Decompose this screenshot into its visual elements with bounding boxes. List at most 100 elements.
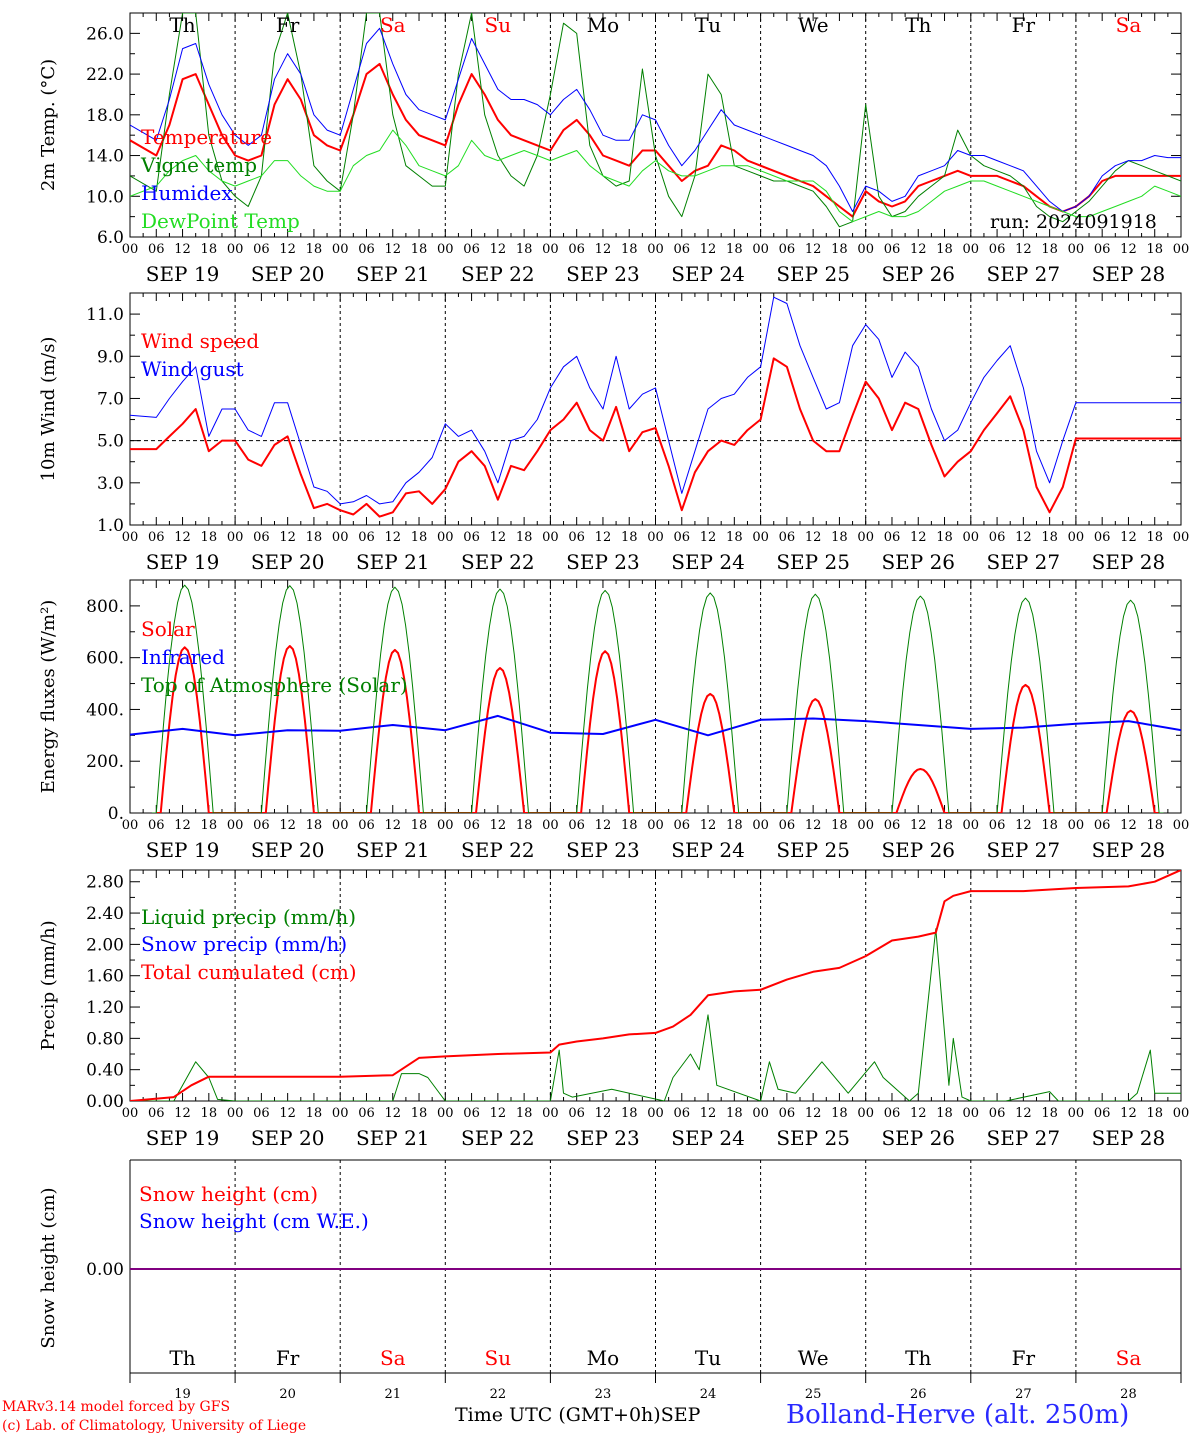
hour-tick-label: 18 bbox=[831, 242, 848, 257]
hour-tick-label: 06 bbox=[568, 818, 585, 833]
y-tick-label: 9.0 bbox=[97, 347, 124, 367]
hour-tick-label: 18 bbox=[201, 818, 218, 833]
hour-tick-label: 12 bbox=[174, 242, 191, 257]
hour-tick-label: 00 bbox=[647, 1106, 664, 1121]
hour-tick-label: 18 bbox=[411, 1106, 428, 1121]
date-label: SEP 24 bbox=[671, 262, 745, 286]
hour-tick-label: 06 bbox=[674, 1106, 691, 1121]
hour-tick-label: 06 bbox=[463, 1106, 480, 1121]
hour-tick-label: 06 bbox=[568, 530, 585, 545]
hour-tick-label: 06 bbox=[779, 530, 796, 545]
series-humidex bbox=[130, 27, 1181, 212]
hour-tick-label: 12 bbox=[595, 1106, 612, 1121]
y-tick-label: 0.00 bbox=[86, 1092, 124, 1112]
hour-tick-label: 06 bbox=[884, 530, 901, 545]
y-tick-label: 1.20 bbox=[86, 998, 124, 1018]
hour-tick-label: 00 bbox=[437, 1106, 454, 1121]
hour-tick-label: 00 bbox=[857, 242, 874, 257]
hour-tick-label: 00 bbox=[542, 1106, 559, 1121]
y-axis-label: Energy fluxes (W/m²) bbox=[38, 600, 59, 794]
y-tick-label: 2.40 bbox=[86, 904, 124, 924]
hour-tick-label: 06 bbox=[674, 818, 691, 833]
hour-tick-label: 12 bbox=[595, 242, 612, 257]
y-tick-label: 0.00 bbox=[86, 1260, 124, 1280]
y-tick-label: 0.80 bbox=[86, 1029, 124, 1049]
weekday-label: Sa bbox=[1116, 13, 1142, 37]
hour-tick-label: 00 bbox=[332, 242, 349, 257]
y-tick-label: 18.0 bbox=[86, 106, 124, 126]
date-label: SEP 24 bbox=[671, 1126, 745, 1150]
hour-tick-label: 18 bbox=[1041, 1106, 1058, 1121]
hour-tick-label: 18 bbox=[936, 242, 953, 257]
hour-tick-label: 18 bbox=[201, 242, 218, 257]
hour-tick-label: 12 bbox=[805, 818, 822, 833]
day-number-label: 19 bbox=[174, 1387, 191, 1402]
hour-tick-label: 00 bbox=[1173, 818, 1190, 833]
hour-tick-label: 12 bbox=[700, 242, 717, 257]
hour-tick-label: 18 bbox=[621, 1106, 638, 1121]
hour-tick-label: 12 bbox=[805, 242, 822, 257]
hour-tick-label: 06 bbox=[148, 530, 165, 545]
hour-tick-label: 06 bbox=[674, 242, 691, 257]
hour-tick-label: 18 bbox=[516, 242, 533, 257]
day-number-label: 22 bbox=[490, 1387, 507, 1402]
day-number-label: 21 bbox=[384, 1387, 401, 1402]
day-number-label: 20 bbox=[279, 1387, 296, 1402]
date-label: SEP 22 bbox=[461, 1126, 535, 1150]
hour-tick-label: 18 bbox=[306, 1106, 323, 1121]
panel-5: 0.00 Snow height (cm) Snow height (cm) Snow… bbox=[38, 1159, 1182, 1402]
hour-tick-label: 12 bbox=[1015, 1106, 1032, 1121]
hour-tick-label: 18 bbox=[1041, 818, 1058, 833]
hour-tick-label: 12 bbox=[700, 818, 717, 833]
hour-tick-label: 06 bbox=[463, 530, 480, 545]
date-label: SEP 27 bbox=[987, 550, 1061, 574]
y-tick-label: 600. bbox=[86, 649, 124, 669]
hour-tick-label: 12 bbox=[1120, 818, 1137, 833]
hour-tick-label: 00 bbox=[963, 242, 980, 257]
y-tick-label: 26.0 bbox=[86, 24, 124, 44]
hour-tick-label: 00 bbox=[332, 818, 349, 833]
hour-tick-label: 06 bbox=[1094, 818, 1111, 833]
panel-1: 6.0 10.0 14.0 18.0 22.0 26.0 2m Temp. (°C) 00 06… bbox=[38, 12, 1189, 286]
series-liquid-precip-mm-h- bbox=[130, 928, 1181, 1101]
date-label: SEP 23 bbox=[566, 262, 640, 286]
hour-tick-label: 12 bbox=[910, 242, 927, 257]
legend-entry: Humidex bbox=[141, 181, 233, 205]
hour-tick-label: 00 bbox=[227, 530, 244, 545]
panel-2: 1.0 3.0 5.0 7.0 9.0 11.0 10m Wind (m/s) 00 06 12 1… bbox=[38, 292, 1189, 574]
hour-tick-label: 00 bbox=[332, 530, 349, 545]
hour-tick-label: 06 bbox=[253, 242, 270, 257]
panel-frame bbox=[129, 12, 1182, 238]
hour-tick-label: 12 bbox=[279, 818, 296, 833]
hour-tick-label: 12 bbox=[384, 818, 401, 833]
hour-tick-label: 18 bbox=[411, 818, 428, 833]
y-tick-label: 10.0 bbox=[86, 187, 124, 207]
hour-tick-label: 12 bbox=[174, 818, 191, 833]
hour-tick-label: 06 bbox=[884, 242, 901, 257]
hour-tick-label: 06 bbox=[884, 1106, 901, 1121]
y-tick-label: 1.0 bbox=[97, 516, 124, 536]
y-tick-label: 2.80 bbox=[86, 873, 124, 893]
hour-tick-label: 18 bbox=[1146, 242, 1163, 257]
series-temperature bbox=[130, 62, 1181, 218]
model-credit: MARv3.14 model forced by GFS bbox=[2, 1399, 231, 1415]
day-number-label: 27 bbox=[1015, 1387, 1032, 1402]
hour-tick-label: 00 bbox=[122, 242, 139, 257]
y-tick-label: 14.0 bbox=[86, 147, 124, 167]
date-label: SEP 28 bbox=[1092, 262, 1166, 286]
date-label: SEP 26 bbox=[881, 262, 955, 286]
hour-tick-label: 06 bbox=[253, 818, 270, 833]
hour-tick-label: 00 bbox=[1068, 1106, 1085, 1121]
footer-credits: MARv3.14 model forced by GFS (c) Lab. of… bbox=[2, 1398, 306, 1436]
panel-3: 0. 200. 400. 600. 800. Energy fluxes (W/m²) 00… bbox=[38, 579, 1190, 862]
hour-tick-label: 18 bbox=[831, 1106, 848, 1121]
hour-tick-label: 00 bbox=[1068, 818, 1085, 833]
hour-tick-label: 00 bbox=[752, 530, 769, 545]
hour-tick-label: 18 bbox=[1146, 530, 1163, 545]
date-label: SEP 24 bbox=[671, 550, 745, 574]
hour-tick-label: 00 bbox=[963, 1106, 980, 1121]
hour-tick-label: 06 bbox=[989, 818, 1006, 833]
hour-tick-label: 18 bbox=[411, 530, 428, 545]
date-label: SEP 28 bbox=[1092, 1126, 1166, 1150]
y-tick-label: 11.0 bbox=[86, 305, 124, 325]
